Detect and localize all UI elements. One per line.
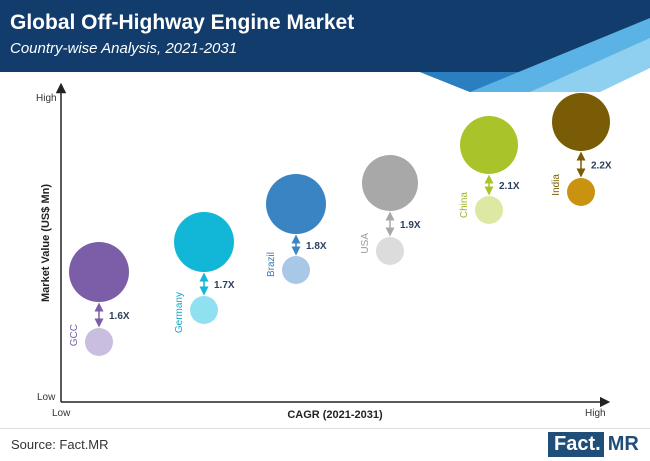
bubble-future-gcc	[85, 328, 113, 356]
growth-label-india: 2.2X	[591, 161, 612, 172]
bubble-group-germany: 1.7X Germany	[174, 212, 235, 333]
x-axis-title: CAGR (2021-2031)	[287, 409, 383, 421]
bubble-group-india: 2.2X India	[551, 93, 612, 206]
bubble-future-china	[475, 196, 503, 224]
y-axis-title: Market Value (US$ Mn)	[40, 184, 52, 302]
bubble-group-usa: 1.9X USA	[360, 155, 421, 265]
growth-label-gcc: 1.6X	[109, 311, 130, 322]
bubble-group-brazil: 1.8X Brazil	[266, 174, 327, 284]
country-label-india: India	[551, 174, 562, 196]
header-band-mid	[420, 30, 650, 92]
header-band-lighter	[530, 38, 650, 92]
country-label-usa: USA	[360, 233, 371, 254]
country-label-germany: Germany	[174, 292, 185, 333]
growth-label-china: 2.1X	[499, 181, 520, 192]
growth-label-brazil: 1.8X	[306, 241, 327, 252]
header-band-dark	[0, 0, 650, 92]
factmr-logo: Fact. MR	[548, 432, 643, 457]
x-axis-high-label: High	[585, 408, 606, 419]
header-banner: Global Off-Highway Engine Market Country…	[0, 0, 650, 92]
growth-label-germany: 1.7X	[214, 280, 235, 291]
bubble-current-india	[552, 93, 610, 151]
source-note: Source: Fact.MR	[11, 437, 109, 452]
country-label-china: China	[459, 192, 470, 219]
bubble-future-usa	[376, 237, 404, 265]
bubble-group-gcc: 1.6X GCC	[69, 242, 130, 356]
bubble-current-germany	[174, 212, 234, 272]
page-title: Global Off-Highway Engine Market	[10, 11, 355, 34]
growth-label-usa: 1.9X	[400, 220, 421, 231]
chart-axes: High Low Low High CAGR (2021-2031) Marke…	[36, 82, 611, 421]
bubble-current-usa	[362, 155, 418, 211]
bubble-current-gcc	[69, 242, 129, 302]
bubble-group-china: 2.1X China	[459, 116, 520, 224]
bubble-future-india	[567, 178, 595, 206]
x-axis-low-label: Low	[52, 408, 71, 419]
bubble-future-germany	[190, 296, 218, 324]
logo-part-mr: MR	[607, 433, 639, 455]
footer-divider	[0, 428, 650, 429]
page-subtitle: Country-wise Analysis, 2021-2031	[10, 40, 238, 57]
country-label-gcc: GCC	[69, 324, 80, 346]
logo-part-fact: Fact.	[548, 432, 604, 457]
country-label-brazil: Brazil	[266, 252, 277, 277]
header-background	[0, 0, 650, 92]
y-axis-low-label: Low	[37, 392, 56, 403]
y-axis-high-label: High	[36, 93, 57, 104]
bubble-current-china	[460, 116, 518, 174]
header-band-light	[470, 18, 650, 92]
bubble-current-brazil	[266, 174, 326, 234]
bubble-future-brazil	[282, 256, 310, 284]
bubble-groups: 1.6X GCC 1.7X Germany 1.8X Brazil 1.9X USA 2.1X C…	[69, 93, 612, 356]
